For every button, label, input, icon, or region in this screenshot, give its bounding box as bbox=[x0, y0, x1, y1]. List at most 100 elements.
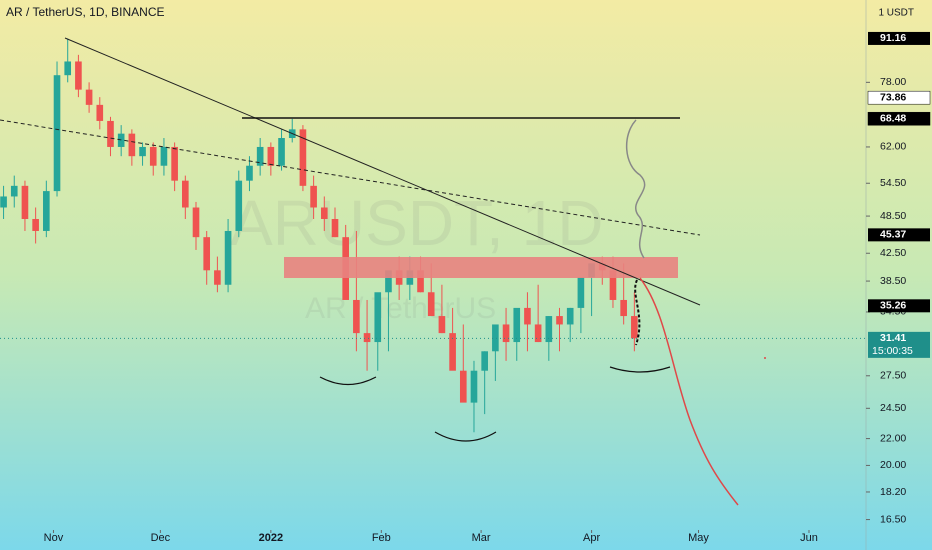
candle-body bbox=[374, 292, 382, 343]
x-tick-label: Dec bbox=[151, 532, 171, 544]
candle-body bbox=[310, 185, 317, 208]
candle-body bbox=[171, 146, 178, 181]
candle-body bbox=[353, 299, 360, 334]
candle-body bbox=[534, 324, 542, 343]
x-tick-label: Mar bbox=[472, 532, 491, 544]
candle-body bbox=[470, 370, 478, 403]
candle-body bbox=[502, 324, 510, 343]
countdown-label: 15:00:35 bbox=[872, 345, 913, 357]
x-tick-label: May bbox=[688, 532, 709, 544]
candle-body bbox=[459, 370, 467, 403]
price-label: 91.16 bbox=[880, 32, 906, 44]
price-label-box bbox=[868, 228, 930, 242]
trend-line bbox=[64, 37, 701, 306]
watermark: ARUSDT, 1D bbox=[230, 187, 603, 259]
candle-body bbox=[64, 61, 72, 76]
y-tick-label: 27.50 bbox=[880, 370, 906, 382]
y-tick-label: 22.00 bbox=[880, 432, 906, 444]
x-tick-label: Jun bbox=[800, 532, 818, 544]
candle-body bbox=[299, 129, 307, 186]
candle-body bbox=[577, 277, 585, 308]
candle-body bbox=[192, 207, 200, 238]
candle-body bbox=[427, 292, 435, 317]
y-tick-label: 78.00 bbox=[880, 76, 906, 88]
currency-label: 1 USDT bbox=[878, 8, 914, 19]
candle-body bbox=[513, 307, 521, 343]
price-label: 73.86 bbox=[880, 91, 906, 103]
candle-body bbox=[139, 146, 146, 157]
price-label-box bbox=[868, 299, 930, 313]
price-label-box bbox=[868, 331, 930, 358]
candle-body bbox=[620, 299, 627, 317]
projection-drop bbox=[639, 277, 739, 506]
resistance-zone bbox=[284, 257, 678, 278]
candle-body bbox=[149, 146, 157, 166]
candle-body bbox=[203, 237, 211, 271]
x-tick-label: Feb bbox=[372, 532, 391, 544]
candle-body bbox=[75, 61, 82, 90]
dashed-trend-line bbox=[0, 119, 701, 236]
x-tick-label: Apr bbox=[583, 532, 600, 544]
candle-body bbox=[331, 218, 339, 238]
shoulder-arc bbox=[609, 366, 671, 373]
candle-body bbox=[107, 120, 114, 147]
x-tick-label: Nov bbox=[44, 532, 64, 544]
candle-body bbox=[21, 185, 29, 219]
candle-body bbox=[53, 75, 61, 192]
price-label-box bbox=[868, 31, 930, 45]
candle-body bbox=[566, 307, 574, 325]
candle-body bbox=[10, 185, 18, 197]
candle-body bbox=[235, 180, 243, 231]
candle-body bbox=[481, 351, 488, 371]
candle-body bbox=[545, 316, 553, 343]
x-tick-label: 2022 bbox=[259, 532, 283, 544]
candle-body bbox=[32, 218, 39, 231]
price-label-box bbox=[868, 112, 930, 126]
candle-body bbox=[609, 270, 617, 300]
candle-body bbox=[256, 146, 264, 166]
watermark-sub: AR / TetherUS bbox=[305, 292, 496, 325]
candle-body bbox=[246, 165, 253, 181]
candle-body bbox=[385, 270, 392, 293]
y-tick-label: 54.50 bbox=[880, 177, 906, 189]
price-label-box bbox=[867, 90, 931, 105]
candle-body bbox=[449, 333, 456, 371]
candle-body bbox=[556, 316, 563, 325]
price-label: 45.37 bbox=[880, 229, 906, 241]
candle-body bbox=[128, 133, 136, 157]
candle-body bbox=[267, 146, 275, 166]
shoulder-arc bbox=[319, 376, 377, 386]
candle-body bbox=[438, 316, 446, 334]
drawings bbox=[0, 37, 766, 506]
candle-body bbox=[0, 196, 7, 208]
candle-body bbox=[214, 270, 221, 285]
price-label: 35.26 bbox=[880, 300, 906, 312]
projection-dash bbox=[634, 279, 641, 346]
candle-body bbox=[417, 270, 424, 293]
y-tick-label: 24.50 bbox=[880, 402, 906, 414]
y-tick-label: 42.50 bbox=[880, 247, 906, 259]
y-tick-label: 48.50 bbox=[880, 210, 906, 222]
y-tick-label: 38.50 bbox=[880, 275, 906, 287]
y-tick-label: 20.00 bbox=[880, 459, 906, 471]
candle-body bbox=[85, 89, 93, 105]
price-label: 31.41 bbox=[880, 332, 906, 344]
candle-body bbox=[43, 191, 50, 231]
candle-body bbox=[278, 138, 285, 166]
candle-body bbox=[492, 324, 499, 352]
projection-wave bbox=[625, 119, 646, 259]
candle-body bbox=[224, 230, 232, 285]
y-tick-label: 62.00 bbox=[880, 141, 906, 153]
candle-body bbox=[160, 146, 168, 166]
y-tick-label: 16.50 bbox=[880, 513, 906, 525]
head-arc bbox=[434, 431, 497, 442]
candle-body bbox=[524, 307, 531, 325]
candle-body bbox=[96, 104, 104, 121]
candle-body bbox=[320, 207, 328, 219]
y-tick-label: 18.20 bbox=[880, 486, 906, 498]
candle-body bbox=[631, 316, 638, 339]
candle-body bbox=[363, 333, 371, 343]
price-label: 68.48 bbox=[880, 113, 906, 125]
